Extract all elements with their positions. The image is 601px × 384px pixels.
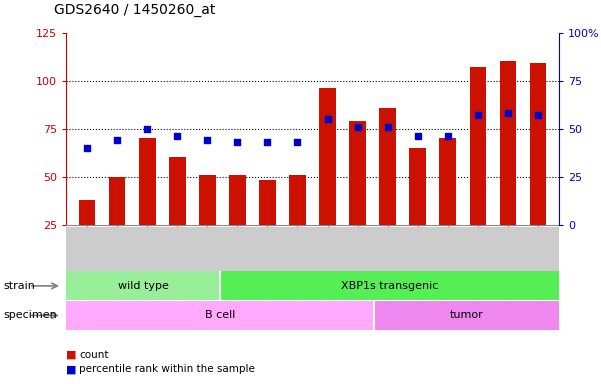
Point: [263, 139, 272, 145]
Bar: [66, 271, 220, 300]
Text: ■: ■: [66, 364, 76, 374]
Bar: [469, 67, 486, 273]
Text: B cell: B cell: [205, 310, 236, 321]
Bar: [349, 121, 366, 273]
Bar: [109, 177, 126, 273]
Text: ■: ■: [66, 350, 76, 360]
Point: [443, 133, 453, 139]
Point: [383, 124, 392, 130]
Point: [413, 133, 423, 139]
Bar: [499, 61, 516, 273]
Bar: [66, 301, 374, 330]
Point: [142, 126, 152, 132]
Bar: [439, 138, 456, 273]
Text: XBP1s transgenic: XBP1s transgenic: [341, 281, 438, 291]
Bar: [374, 301, 559, 330]
Point: [203, 137, 212, 143]
Bar: [199, 175, 216, 273]
Point: [323, 116, 332, 122]
Point: [172, 133, 182, 139]
Bar: [409, 148, 426, 273]
Text: specimen: specimen: [3, 310, 56, 321]
Point: [233, 139, 242, 145]
Bar: [379, 108, 396, 273]
Point: [473, 112, 483, 118]
Text: count: count: [79, 350, 109, 360]
Text: tumor: tumor: [450, 310, 483, 321]
Point: [503, 110, 513, 116]
Bar: [79, 200, 96, 273]
Text: percentile rank within the sample: percentile rank within the sample: [79, 364, 255, 374]
Bar: [169, 157, 186, 273]
Bar: [139, 138, 156, 273]
Text: GDS2640 / 1450260_at: GDS2640 / 1450260_at: [54, 3, 216, 17]
Point: [82, 145, 92, 151]
Bar: [259, 180, 276, 273]
Bar: [220, 271, 559, 300]
Text: wild type: wild type: [118, 281, 168, 291]
Point: [112, 137, 122, 143]
Bar: [319, 88, 336, 273]
Bar: [229, 175, 246, 273]
Point: [293, 139, 302, 145]
Point: [533, 112, 543, 118]
Text: strain: strain: [3, 281, 35, 291]
Bar: [289, 175, 306, 273]
Point: [353, 124, 362, 130]
Bar: [529, 63, 546, 273]
